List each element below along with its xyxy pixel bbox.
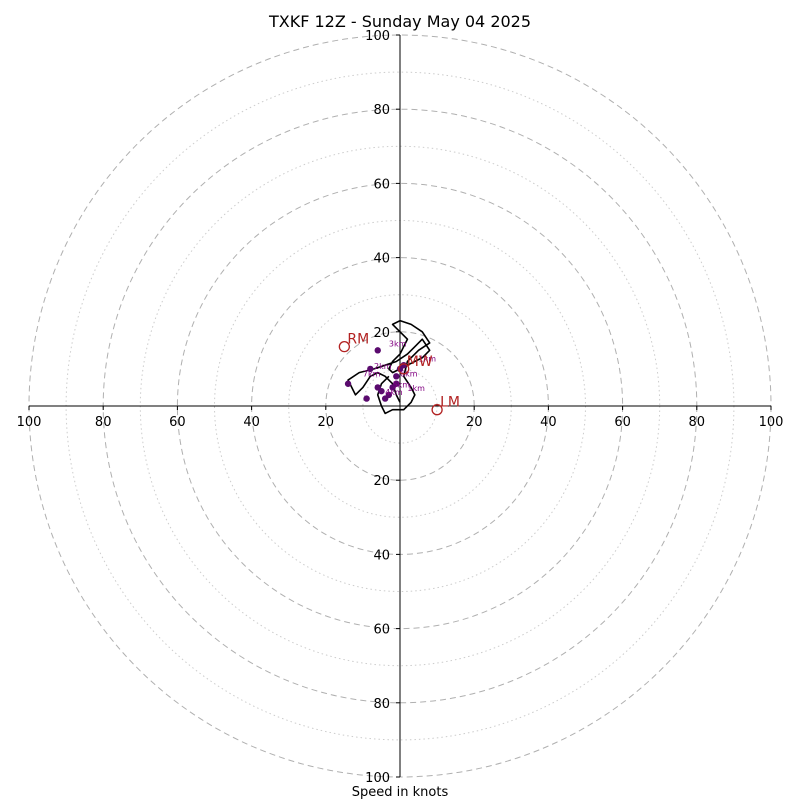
chart-title: TXKF 12Z - Sunday May 04 2025 — [268, 12, 531, 31]
y-tick-label: 60 — [373, 177, 390, 192]
x-tick-label: 60 — [614, 415, 631, 430]
y-tick-label: 100 — [365, 771, 390, 786]
height-label: 3km — [389, 340, 407, 349]
height-point — [381, 395, 389, 402]
y-tick-label: 60 — [373, 623, 390, 638]
y-tick-label: 100 — [365, 29, 390, 44]
height-label: 7km — [363, 369, 381, 378]
storm-motion-label: RM — [347, 332, 369, 348]
x-tick-label: 40 — [540, 415, 557, 430]
y-tick-label: 80 — [373, 103, 390, 118]
height-label: 5km — [393, 380, 411, 389]
height-point — [374, 347, 381, 354]
hodograph-line — [347, 319, 431, 415]
x-axis-label: Speed in knots — [352, 785, 449, 800]
height-label: 6km — [400, 369, 418, 378]
height-label: 4km — [385, 388, 403, 397]
height-label: 1km — [419, 354, 437, 363]
y-tick-label: 20 — [373, 326, 390, 341]
storm-motion-marker — [338, 340, 351, 353]
x-tick-label: 60 — [169, 415, 186, 430]
height-label: 2km — [374, 362, 392, 371]
storm-motion-label: MW — [407, 354, 433, 370]
x-tick-label: 80 — [95, 415, 112, 430]
height-markers — [344, 347, 407, 402]
height-point — [363, 395, 370, 402]
x-tick-label: 20 — [466, 415, 483, 430]
storm-motion-marker — [431, 404, 443, 416]
storm-motion-label: LM — [440, 395, 460, 411]
hodograph-trace — [347, 319, 431, 415]
y-tick-label: 40 — [373, 252, 390, 267]
tick-labels: 100 80 60 40 20 20 40 60 80 100 20 40 60 80 100 20 40 60 8… — [17, 29, 784, 786]
height-point — [367, 365, 374, 373]
x-tick-label: 20 — [318, 415, 335, 430]
axes — [29, 35, 771, 777]
storm-motion-marker — [398, 363, 410, 375]
x-tick-label: 40 — [243, 415, 260, 430]
y-tick-label: 20 — [373, 474, 390, 489]
height-point — [378, 387, 385, 395]
x-tick-label: 100 — [759, 415, 784, 430]
height-point — [393, 380, 400, 387]
x-tick-label: 100 — [17, 415, 42, 430]
y-tick-label: 40 — [373, 548, 390, 563]
height-point — [344, 380, 352, 387]
storm-motions: RM LM MW — [338, 332, 460, 416]
height-point — [393, 373, 400, 380]
height-label: 1km — [407, 384, 425, 393]
x-tick-label: 80 — [689, 415, 706, 430]
y-tick-label: 80 — [373, 697, 390, 712]
